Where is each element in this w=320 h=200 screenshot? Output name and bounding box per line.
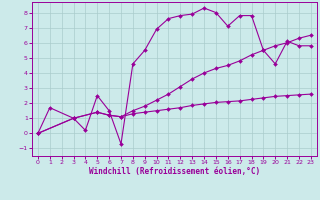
X-axis label: Windchill (Refroidissement éolien,°C): Windchill (Refroidissement éolien,°C) xyxy=(89,167,260,176)
